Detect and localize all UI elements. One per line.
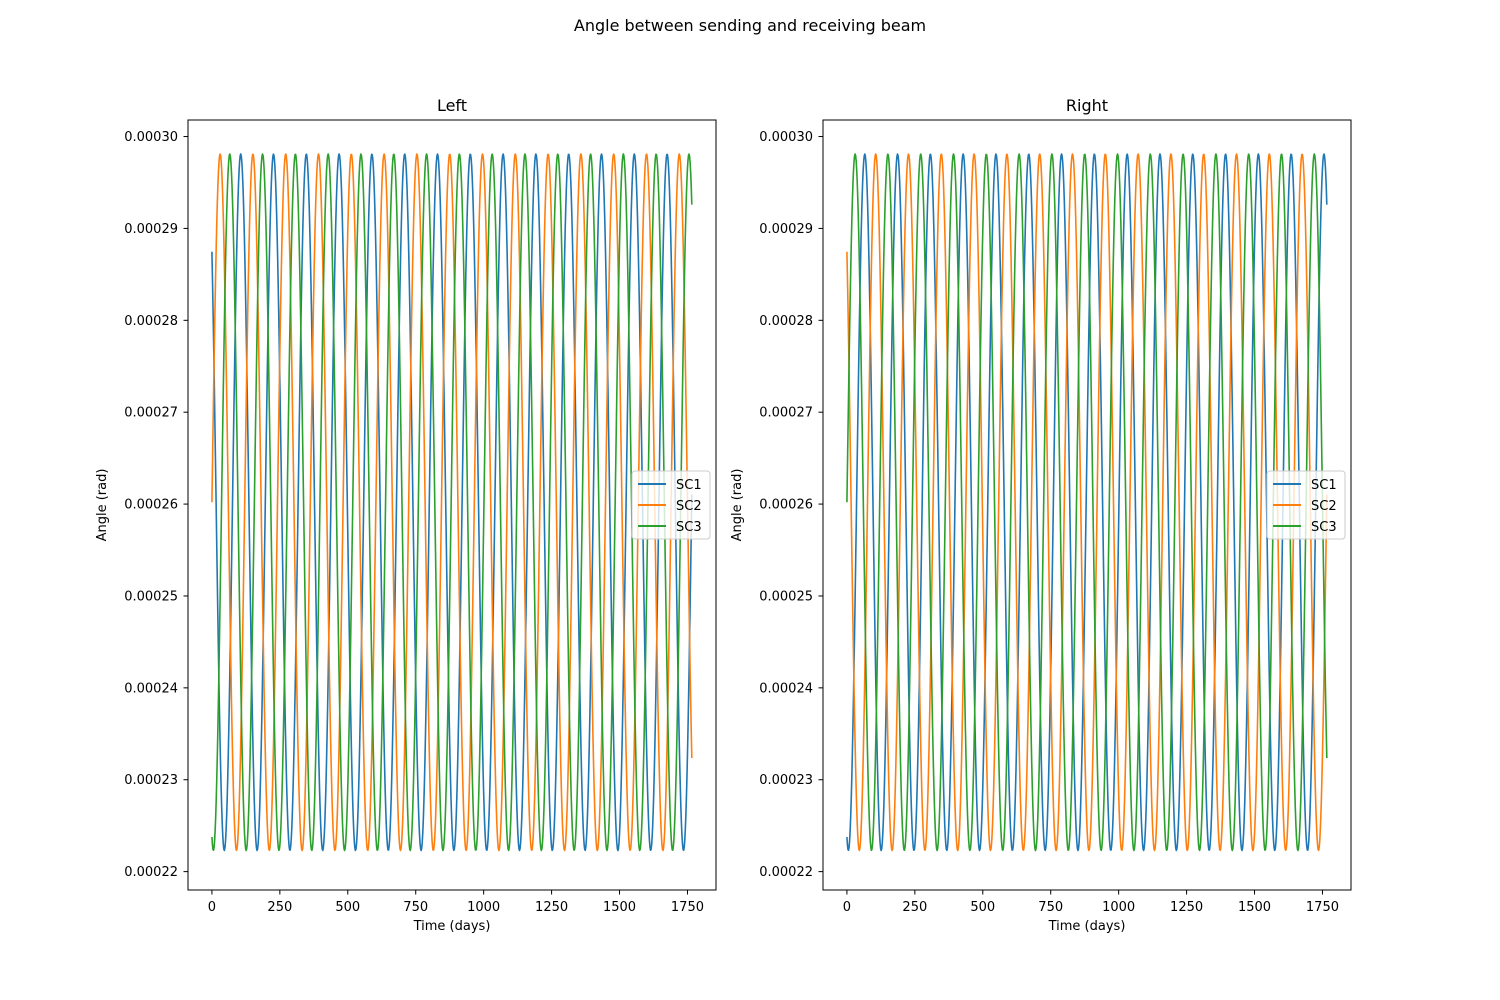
series-line-sc1 xyxy=(211,153,693,852)
y-axis-label: Angle (rad) xyxy=(95,469,110,542)
axes-title: Left xyxy=(437,96,467,115)
x-tick-label: 1000 xyxy=(467,900,500,915)
legend-label-sc3: SC3 xyxy=(676,520,702,535)
y-tick-label: 0.00030 xyxy=(759,130,813,145)
axes-title: Right xyxy=(1066,96,1108,115)
x-tick-label: 250 xyxy=(902,900,927,915)
legend-label-sc1: SC1 xyxy=(1311,478,1337,493)
y-tick-label: 0.00027 xyxy=(759,406,813,421)
chart-panel-right: Right 0 250 500 750 1000 1250 1500 1750 0.00022 0.… xyxy=(730,96,1352,934)
x-tick-label: 1500 xyxy=(603,900,636,915)
y-tick-label: 0.00028 xyxy=(759,314,813,329)
series-line-sc2 xyxy=(211,153,693,852)
y-tick-label: 0.00029 xyxy=(124,222,178,237)
legend: SC1 SC2 SC3 xyxy=(631,470,711,540)
legend-box xyxy=(1266,470,1346,540)
series-group xyxy=(846,153,1328,852)
series-line-sc3 xyxy=(846,153,1328,852)
x-tick-label: 0 xyxy=(208,900,216,915)
axes-frame xyxy=(187,119,717,891)
x-tick-label: 500 xyxy=(970,900,995,915)
x-tick-label: 1750 xyxy=(671,900,704,915)
x-axis-label: Time (days) xyxy=(1048,919,1126,934)
legend: SC1 SC2 SC3 xyxy=(1266,470,1346,540)
y-tick-label: 0.00023 xyxy=(124,773,178,788)
y-tick-label: 0.00024 xyxy=(759,681,813,696)
x-tick-label: 250 xyxy=(267,900,292,915)
x-tick-label: 1750 xyxy=(1306,900,1339,915)
y-tick-label: 0.00022 xyxy=(124,865,178,880)
y-tick-label: 0.00027 xyxy=(124,406,178,421)
series-line-sc3 xyxy=(211,153,693,852)
x-tick-label: 0 xyxy=(843,900,851,915)
x-tick-label: 750 xyxy=(403,900,428,915)
y-tick-label: 0.00026 xyxy=(759,498,813,513)
series-line-sc2 xyxy=(846,153,1328,852)
y-tick-label: 0.00024 xyxy=(124,681,178,696)
axes-frame xyxy=(822,119,1352,891)
y-tick-label: 0.00026 xyxy=(124,498,178,513)
y-tick-label: 0.00023 xyxy=(759,773,813,788)
x-tick-label: 750 xyxy=(1038,900,1063,915)
series-group xyxy=(211,153,693,852)
x-tick-label: 1000 xyxy=(1102,900,1135,915)
y-axis-label: Angle (rad) xyxy=(730,469,745,542)
figure-title: Angle between sending and receiving beam xyxy=(573,16,927,35)
series-line-sc1 xyxy=(846,153,1328,852)
y-tick-label: 0.00029 xyxy=(759,222,813,237)
x-tick-label: 500 xyxy=(335,900,360,915)
chart-panel-left: Left 0 250 500 750 1000 1250 1500 1750 0.00022 0.0… xyxy=(95,96,717,934)
y-tick-label: 0.00028 xyxy=(124,314,178,329)
y-tick-label: 0.00022 xyxy=(759,865,813,880)
legend-label-sc3: SC3 xyxy=(1311,520,1337,535)
x-tick-label: 1250 xyxy=(1170,900,1203,915)
y-tick-label: 0.00025 xyxy=(124,589,178,604)
x-tick-label: 1500 xyxy=(1238,900,1271,915)
x-tick-label: 1250 xyxy=(535,900,568,915)
y-tick-label: 0.00030 xyxy=(124,130,178,145)
legend-label-sc1: SC1 xyxy=(676,478,702,493)
legend-label-sc2: SC2 xyxy=(676,499,702,514)
legend-label-sc2: SC2 xyxy=(1311,499,1337,514)
x-axis-label: Time (days) xyxy=(413,919,491,934)
y-tick-label: 0.00025 xyxy=(759,589,813,604)
legend-box xyxy=(631,470,711,540)
